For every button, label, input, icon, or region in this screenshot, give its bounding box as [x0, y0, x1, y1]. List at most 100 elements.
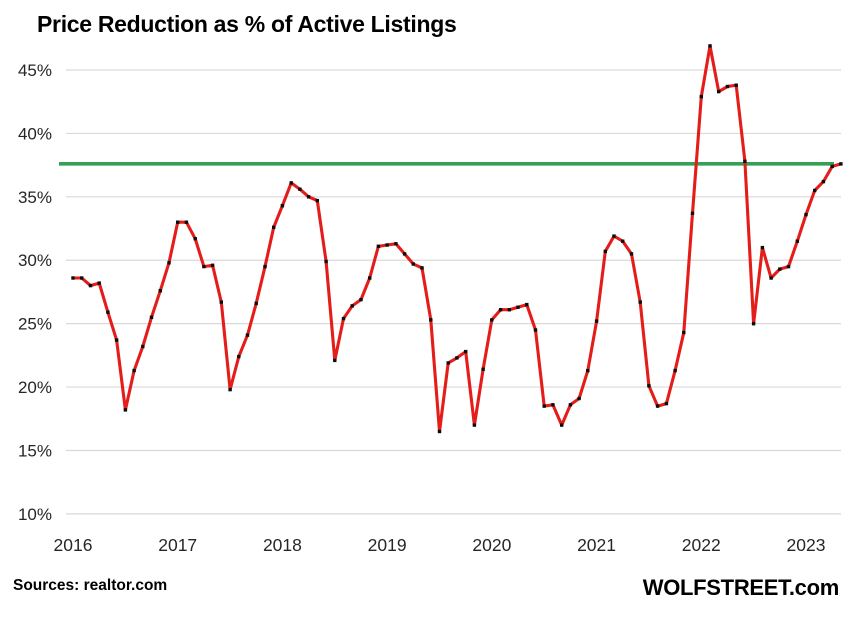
data-point-marker [560, 423, 564, 427]
data-point-marker [690, 211, 695, 215]
data-point-marker [394, 242, 398, 246]
y-axis-tick-label: 40% [18, 124, 52, 143]
data-point-marker [551, 403, 555, 407]
data-point-marker [498, 308, 503, 312]
data-point-marker [699, 94, 703, 99]
data-point-marker [341, 316, 346, 321]
data-point-marker [141, 344, 145, 349]
x-axis-tick-label: 2020 [472, 535, 511, 555]
data-point-marker [429, 318, 433, 322]
data-point-marker [708, 44, 712, 48]
data-point-marker [786, 264, 791, 269]
data-point-marker [525, 302, 529, 307]
data-point-marker [123, 408, 128, 412]
data-point-marker [289, 181, 293, 185]
data-point-marker [184, 220, 189, 224]
data-point-marker [368, 276, 372, 280]
y-axis-tick-label: 10% [18, 505, 52, 524]
data-point-marker [193, 237, 197, 241]
data-point-marker [760, 245, 765, 250]
data-point-marker [612, 234, 616, 238]
data-point-marker [533, 328, 538, 332]
data-point-marker [464, 349, 468, 354]
data-point-marker [664, 401, 669, 406]
data-point-marker [446, 361, 450, 365]
data-point-marker [97, 281, 101, 285]
data-point-marker [280, 204, 285, 208]
data-point-marker [490, 318, 494, 322]
data-point-marker [114, 338, 119, 342]
data-point-marker [516, 305, 520, 309]
data-point-marker [594, 319, 599, 323]
data-point-marker [507, 308, 511, 312]
data-point-marker [647, 384, 651, 388]
data-point-marker [621, 239, 625, 243]
data-point-marker [795, 239, 799, 243]
data-point-marker [350, 304, 354, 308]
data-point-marker [717, 89, 721, 94]
data-point-marker [725, 84, 730, 89]
data-point-marker [298, 187, 302, 191]
brand-wolfstreet: WOLFSTREET.com [642, 575, 840, 600]
data-point-marker [481, 367, 485, 371]
data-point-marker [813, 188, 817, 193]
data-point-marker [629, 252, 634, 256]
data-point-marker [263, 264, 267, 269]
x-axis-tick-label: 2023 [787, 535, 826, 555]
data-point-marker [245, 333, 250, 337]
data-point-marker [682, 330, 686, 335]
chart-title: Price Reduction as % of Active Listings [37, 11, 457, 37]
data-point-marker [210, 263, 215, 267]
data-point-marker [542, 404, 546, 408]
data-point-marker [603, 249, 607, 254]
data-point-marker [254, 301, 258, 306]
data-point-marker [80, 276, 84, 280]
data-point-marker [219, 300, 223, 304]
data-point-marker [420, 266, 424, 270]
y-axis-tick-label: 25% [18, 315, 52, 334]
data-point-marker [734, 83, 738, 87]
x-axis-tick-label: 2022 [682, 535, 721, 555]
data-point-marker [149, 315, 154, 319]
x-axis-tick-label: 2018 [263, 535, 302, 555]
data-point-marker [272, 225, 276, 229]
price-reduction-line [71, 44, 843, 434]
x-axis-tick-label: 2019 [368, 535, 407, 555]
y-axis-tick-label: 35% [18, 188, 52, 207]
x-axis-tick-label: 2016 [54, 535, 93, 555]
data-point-marker [821, 179, 826, 184]
data-point-marker [324, 259, 328, 264]
data-point-marker [769, 276, 773, 280]
data-point-marker [778, 267, 782, 271]
data-point-marker [167, 261, 171, 265]
data-point-marker [71, 276, 75, 280]
data-point-marker [751, 322, 756, 326]
x-axis-tick-label: 2021 [577, 535, 616, 555]
data-point-marker [237, 354, 241, 359]
data-point-marker [804, 212, 808, 217]
sources-note: Sources: realtor.com [13, 577, 168, 594]
data-point-marker [568, 403, 573, 407]
data-point-marker [830, 164, 834, 169]
data-point-marker [655, 404, 660, 408]
data-point-marker [158, 289, 162, 293]
data-point-marker [385, 243, 389, 247]
data-point-marker [306, 195, 311, 199]
data-point-marker [228, 387, 232, 392]
x-axis-tick-label: 2017 [158, 535, 197, 555]
data-point-marker [88, 283, 93, 288]
data-point-marker [315, 198, 319, 203]
y-axis-tick-label: 15% [18, 441, 52, 460]
data-point-marker [176, 220, 180, 224]
y-axis-tick-label: 45% [18, 61, 52, 80]
data-point-marker [402, 252, 407, 256]
data-point-marker [132, 368, 136, 373]
data-point-marker [202, 264, 206, 269]
data-point-marker [376, 244, 381, 248]
data-point-marker [839, 162, 843, 166]
data-point-marker [106, 310, 110, 314]
data-point-marker [333, 358, 337, 363]
data-point-marker [437, 429, 442, 434]
